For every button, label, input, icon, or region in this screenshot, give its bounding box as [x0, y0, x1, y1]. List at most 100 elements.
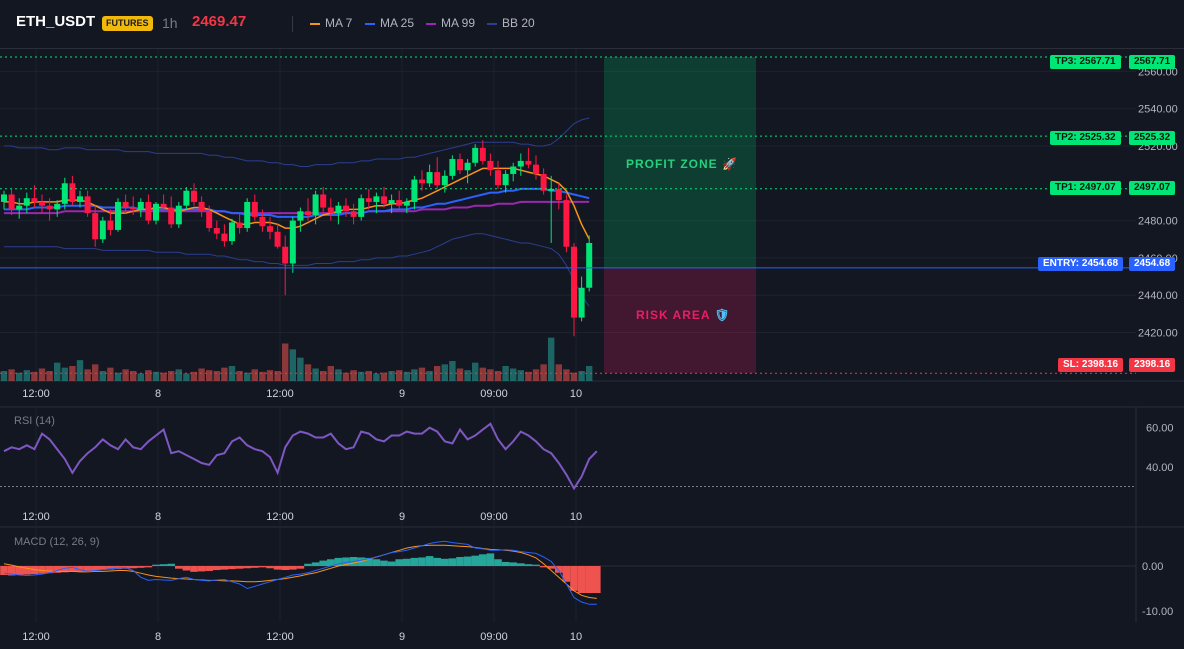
- volume-bar: [304, 364, 312, 381]
- price-time-tick: 9: [399, 388, 405, 400]
- price-time-tick: 10: [570, 388, 582, 400]
- volume-bar: [532, 369, 540, 381]
- bb-lower-line: [4, 233, 590, 307]
- candle-body: [548, 188, 555, 191]
- candle-body: [92, 213, 99, 240]
- macd-histogram-bar: [266, 566, 274, 569]
- candle-body: [426, 172, 433, 184]
- volume-bar: [365, 371, 372, 381]
- volume-bar: [350, 370, 357, 381]
- rsi-time-tick: 9: [399, 511, 405, 523]
- volume-bar: [297, 357, 304, 381]
- macd-histogram-bar: [289, 566, 297, 570]
- legend-ma25[interactable]: MA 25: [365, 14, 414, 32]
- macd-histogram-bar: [471, 555, 479, 566]
- macd-histogram-bar: [167, 563, 175, 566]
- candle-body: [251, 201, 258, 217]
- rocket-icon: 🚀: [722, 157, 738, 171]
- candle-body: [411, 179, 418, 202]
- macd-histogram-bar: [311, 562, 320, 566]
- price-axis-tick: 2560.00: [1138, 66, 1178, 78]
- ma25-line: [4, 187, 590, 218]
- candle-body: [145, 201, 152, 221]
- rsi-time-tick: 12:00: [266, 511, 294, 523]
- tp1-label: TP1: 2497.07: [1050, 181, 1121, 195]
- volume-bar: [8, 369, 15, 381]
- volume-bar: [441, 364, 448, 381]
- timeframe-label[interactable]: 1h: [162, 15, 178, 31]
- macd-time-tick: 12:00: [266, 631, 294, 643]
- candle-body: [479, 147, 486, 161]
- bb-upper-line: [4, 117, 590, 167]
- price-axis-tick: 2480.00: [1138, 216, 1178, 228]
- macd-histogram-bar: [425, 556, 434, 566]
- macd-histogram-bar: [205, 566, 213, 571]
- macd-histogram-bar: [517, 563, 525, 566]
- macd-histogram-bar: [235, 566, 244, 569]
- candle-body: [122, 201, 129, 208]
- macd-histogram-bar: [319, 560, 327, 566]
- volume-bar: [251, 369, 258, 381]
- volume-bar: [16, 372, 23, 381]
- candle-body: [350, 211, 357, 217]
- macd-title: MACD (12, 26, 9): [14, 536, 100, 548]
- candle-body: [403, 201, 410, 206]
- candle-body: [160, 203, 167, 208]
- candle-body: [464, 162, 471, 171]
- tp2-label: TP2: 2525.32: [1050, 131, 1121, 145]
- candle-body: [77, 196, 83, 202]
- symbol-name[interactable]: ETH_USDT: [16, 13, 96, 30]
- volume-bar: [198, 368, 205, 381]
- macd-histogram-bar: [228, 566, 236, 570]
- tp3-label: TP3: 2567.71: [1050, 55, 1121, 69]
- candle-body: [578, 287, 585, 318]
- candle-body: [320, 194, 327, 208]
- macd-histogram-bar: [175, 566, 183, 569]
- macd-histogram-bar: [387, 561, 396, 566]
- macd-histogram-bar: [456, 557, 464, 566]
- legend-swatch: [487, 22, 497, 25]
- macd-histogram-bar: [114, 566, 122, 570]
- macd-histogram-bar: [53, 566, 61, 573]
- rsi-time-tick: 10: [570, 511, 582, 523]
- macd-histogram-bar: [7, 566, 16, 576]
- risk-area-label: RISK AREA 🛡: [636, 308, 731, 322]
- volume-bar: [472, 362, 479, 381]
- macd-time-tick: 09:00: [480, 631, 508, 643]
- volume-bar: [61, 367, 68, 381]
- volume-bar: [145, 370, 152, 381]
- macd-histogram-bar: [448, 558, 457, 566]
- macd-histogram-bar: [213, 566, 221, 571]
- macd-axis-tick: 0.00: [1142, 561, 1163, 573]
- volume-bar: [46, 371, 53, 381]
- volume-bar: [426, 371, 433, 381]
- volume-bar: [76, 360, 84, 381]
- macd-time-tick: 8: [155, 631, 161, 643]
- legend-label: BB 20: [502, 16, 535, 30]
- macd-histogram-bar: [45, 566, 54, 574]
- rsi-time-tick: 09:00: [480, 511, 508, 523]
- legend-ma7[interactable]: MA 7: [310, 14, 352, 32]
- legend-ma99[interactable]: MA 99: [426, 14, 475, 32]
- candle-body: [153, 203, 159, 221]
- candle-body: [586, 242, 593, 288]
- rsi-axis-tick: 40.00: [1146, 462, 1174, 474]
- macd-histogram-bar: [76, 566, 84, 572]
- macd-histogram-bar: [570, 566, 578, 591]
- price-axis-tick: 2540.00: [1138, 104, 1178, 116]
- macd-histogram-bar: [547, 566, 555, 569]
- macd-histogram-bar: [144, 566, 153, 568]
- rsi-time-tick: 8: [155, 511, 161, 523]
- candle-body: [502, 173, 509, 186]
- volume-bar: [525, 371, 532, 381]
- legend-bb20[interactable]: BB 20: [487, 14, 535, 32]
- legend-swatch: [310, 22, 320, 25]
- macd-histogram-bar: [410, 557, 419, 566]
- candle-body: [168, 207, 175, 225]
- volume-bar: [244, 372, 251, 381]
- candle-body: [525, 160, 532, 165]
- macd-histogram-bar: [327, 559, 335, 566]
- last-price: 2469.47: [192, 13, 247, 30]
- macd-histogram-bar: [68, 566, 77, 572]
